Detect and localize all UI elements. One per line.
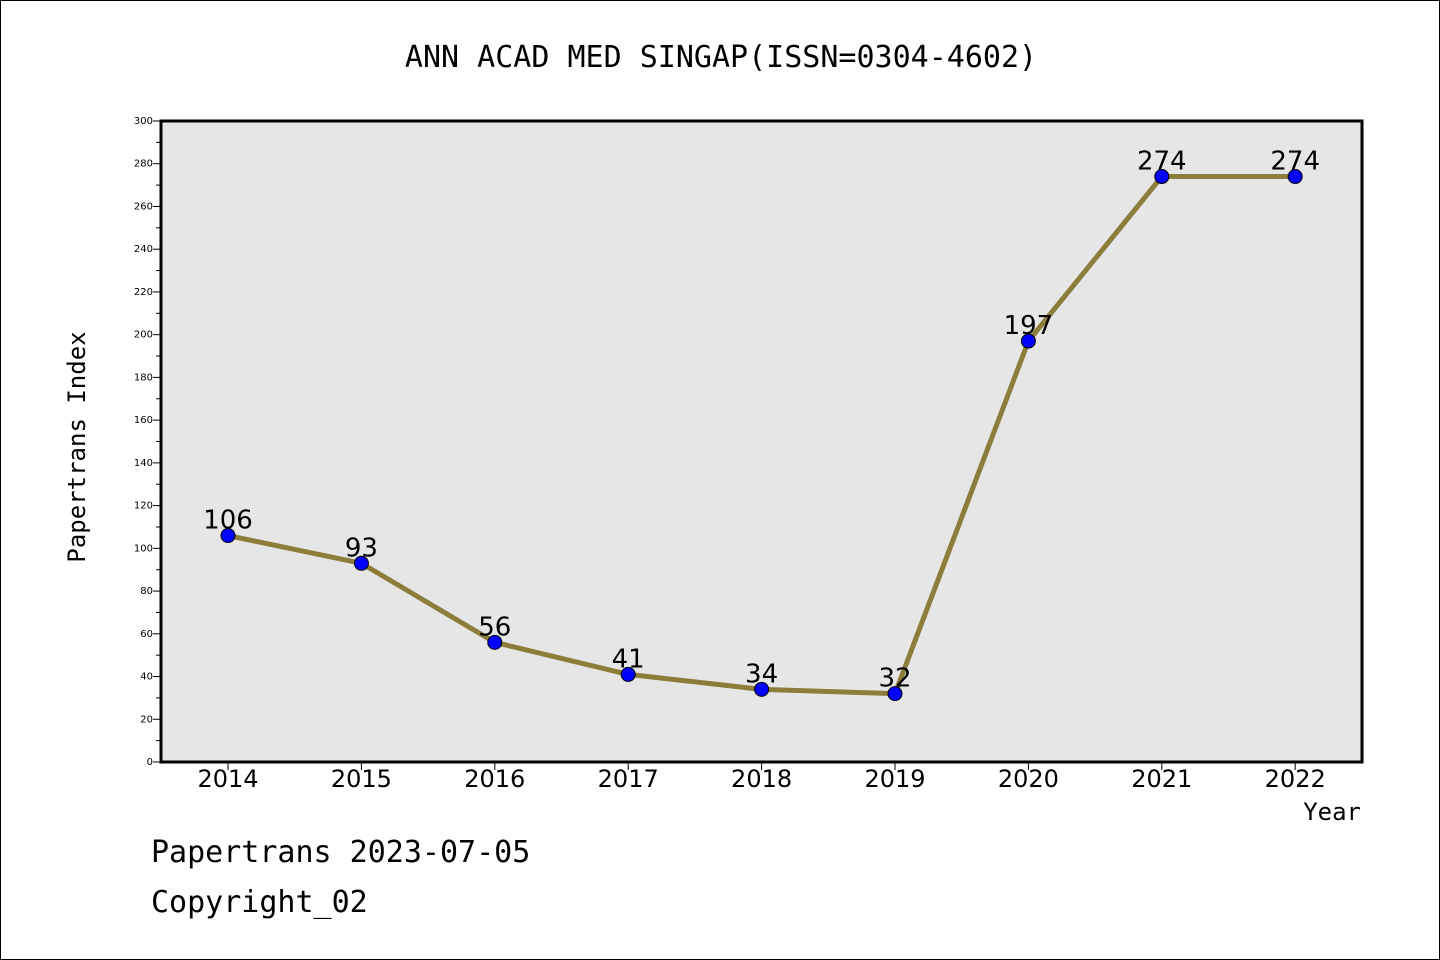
data-point <box>887 686 903 702</box>
y-tick-label: 300 <box>134 116 153 127</box>
y-tick-label: 160 <box>134 415 153 426</box>
y-tick-label: 220 <box>134 287 153 298</box>
y-tick-label: 0 <box>147 757 153 768</box>
data-point <box>353 555 369 571</box>
x-tick-label: 2021 <box>1131 765 1192 793</box>
x-tick-label: 2015 <box>331 765 392 793</box>
x-tick-label: 2014 <box>197 765 258 793</box>
y-tick-label: 120 <box>134 501 153 512</box>
data-label: 93 <box>345 533 378 563</box>
data-label: 106 <box>203 506 253 536</box>
x-axis-label: Year <box>1303 798 1361 826</box>
y-tick-label: 40 <box>140 672 153 683</box>
data-points <box>220 169 1303 702</box>
y-tick-label: 20 <box>140 714 153 725</box>
y-tick-label: 80 <box>140 586 153 597</box>
x-tick-label: 2017 <box>598 765 659 793</box>
data-label: 274 <box>1137 147 1187 177</box>
data-point <box>220 528 236 544</box>
data-label: 32 <box>878 664 911 694</box>
data-point <box>1287 169 1303 185</box>
data-point <box>620 666 636 682</box>
x-tick-label: 2020 <box>998 765 1059 793</box>
x-tick-label: 2018 <box>731 765 792 793</box>
data-point <box>1154 169 1170 185</box>
y-tick-label: 180 <box>134 372 153 383</box>
data-labels: 106 93 56 41 34 32 197 274 274 <box>203 147 1320 694</box>
data-label: 197 <box>1004 311 1054 341</box>
y-tick-label: 240 <box>134 244 153 255</box>
y-tick-label: 280 <box>134 159 153 170</box>
footer-date: Papertrans 2023-07-05 <box>151 835 531 870</box>
y-tick-label: 100 <box>134 543 153 554</box>
x-axis: 2014 2015 2016 2017 2018 2019 2020 2021 2022 <box>197 762 1326 793</box>
data-point <box>487 634 503 650</box>
data-label: 34 <box>745 659 778 689</box>
x-tick-label: 2016 <box>464 765 525 793</box>
y-axis: 0 20 40 60 80 100 120 140 160 180 200 220 240 260 280 3… <box>134 116 161 768</box>
chart-title: ANN ACAD MED SINGAP(ISSN=0304-4602) <box>405 40 1037 75</box>
data-label: 41 <box>612 644 645 674</box>
y-axis-label: Papertrans Index <box>63 331 91 562</box>
x-tick-label: 2022 <box>1265 765 1326 793</box>
plot-area <box>159 119 1364 764</box>
data-point <box>1020 333 1036 349</box>
data-label: 56 <box>478 612 511 642</box>
y-tick-label: 60 <box>140 629 153 640</box>
y-tick-label: 260 <box>134 201 153 212</box>
data-point <box>754 681 770 697</box>
x-tick-label: 2019 <box>864 765 925 793</box>
y-tick-label: 140 <box>134 458 153 469</box>
footer-copyright: Copyright_02 <box>151 885 368 920</box>
data-label: 274 <box>1270 147 1320 177</box>
y-tick-label: 200 <box>134 330 153 341</box>
